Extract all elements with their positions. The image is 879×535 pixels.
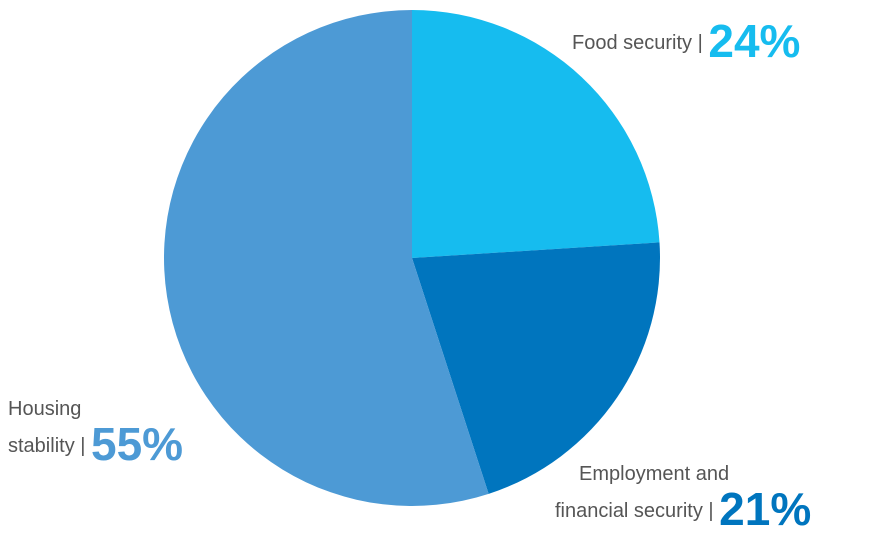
pie-slice-employment-and-financial-security <box>412 242 660 494</box>
slice-label-name-line1: Housing <box>8 398 82 420</box>
pie-slice-housing-stability <box>164 10 489 506</box>
slice-label-percent: 55% <box>91 418 184 470</box>
slice-label-percent: 21% <box>719 483 812 535</box>
slice-label-name-line1: Employment and <box>579 463 730 485</box>
slice-label-food-security: Food security | 24% <box>572 18 800 64</box>
slice-label-employment: Employment and financial security | 21% <box>555 462 875 532</box>
slice-label-name-line2: stability | <box>8 435 86 457</box>
slice-label-name-line2: financial security | <box>555 500 714 522</box>
slice-label-percent: 24% <box>708 15 801 67</box>
pie-slices <box>164 10 660 506</box>
pie-slice-food-security <box>412 10 660 258</box>
slice-label-name: Food security | <box>572 32 703 54</box>
slice-label-housing-stability: Housing stability | 55% <box>8 397 268 467</box>
